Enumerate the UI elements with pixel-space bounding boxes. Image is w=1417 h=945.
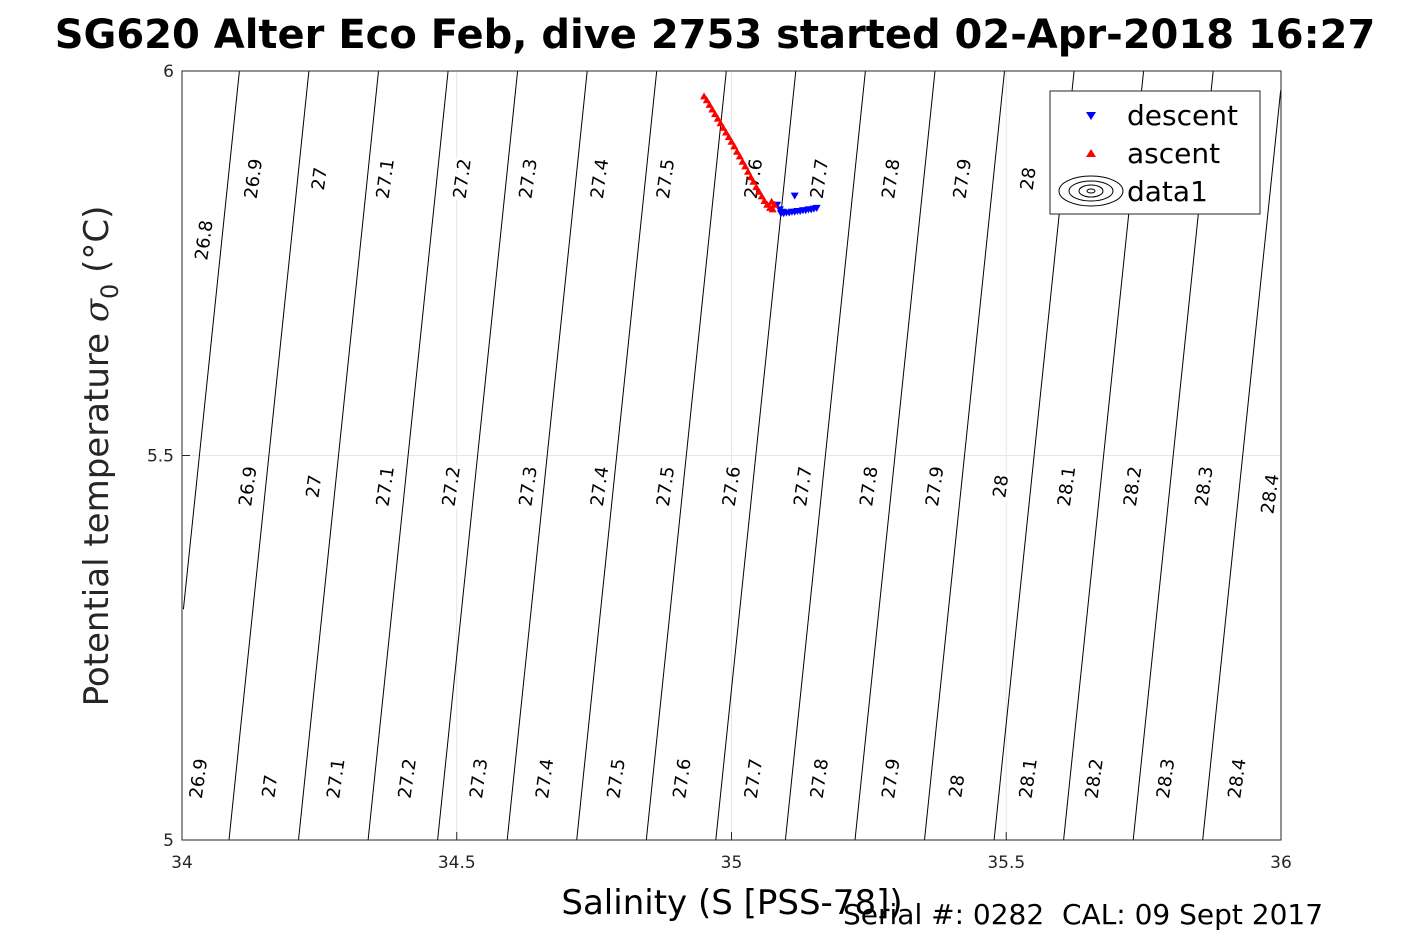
ascent-point [708,105,717,113]
isopycnal-27.6 [645,70,727,841]
x-axis-label: Salinity (S [PSS-78]) [561,883,902,923]
ascent-point [767,197,776,205]
isopycnal-27.5 [576,70,658,841]
ascent-point [719,123,728,131]
contour-label: 27 [308,166,332,192]
y-axis-label-unit: (°C) [77,206,117,284]
x-tick-label: 34 [171,853,193,873]
y-axis-label-subscript: 0 [96,284,124,299]
ascent-point [768,205,777,213]
contour-label: 27 [258,773,282,799]
ascent-point [732,147,741,155]
isopycnal-27.1 [298,70,379,841]
contour-label: 27 [302,474,326,500]
axis-ticks: 34 34.5 35 35.5 36 5 5.5 6 [147,62,1292,873]
y-axis-label: Potential temperature σ0 (°C) [77,206,124,707]
ascent-point [713,114,722,122]
ascent-point [702,96,711,104]
x-tick-label: 34.5 [438,853,476,873]
legend-ascent-label: ascent [1127,137,1220,170]
ascent-point [741,162,750,170]
ascent-point [735,152,744,160]
contour-label: 28 [989,474,1013,500]
legend: descent ascent data1 [1049,90,1261,215]
ascent-point [730,142,739,150]
legend-descent-marker [1086,112,1096,120]
isopycnal-28.0 [924,70,1005,841]
ascent-point [711,110,720,118]
y-axis-label-symbol: σ [77,298,117,322]
data-points [700,92,821,218]
legend-box [1049,90,1261,215]
footer-calibration: Serial #: 0282 CAL: 09 Sept 2017 [843,898,1324,931]
y-axis-label-main: Potential temperature [77,322,117,706]
ascent-point [752,183,761,191]
isopycnal-27.0 [228,70,310,841]
ascent-point [727,137,736,145]
isopycnal-28.4 [1202,90,1282,841]
isopycnal-27.9 [854,70,936,841]
ascent-point [743,167,752,175]
ascent-point [722,128,731,136]
y-tick-label: 5.5 [147,447,174,467]
ascent-point [724,133,733,141]
ascent-point [738,157,747,165]
isopycnal-27.7 [715,70,797,841]
ascent-point [757,192,766,200]
contour-label: 28 [945,773,969,799]
isopycnal-27.2 [367,70,449,841]
contour-label: 28 [1017,166,1041,192]
legend-contour-icon [1058,175,1124,207]
isopycnal-27.3 [437,70,519,841]
isopycnal-26.9 [182,70,240,610]
x-tick-label: 35.5 [987,853,1025,873]
legend-data1-label: data1 [1127,175,1208,208]
contour-label: 27.9 [922,465,948,508]
descent-point [778,208,787,216]
x-tick-label: 35 [721,853,743,873]
legend-ascent-marker [1086,149,1096,157]
ascent-point [716,119,725,127]
ascent-point [749,177,758,185]
descent-point [812,204,821,212]
legend-descent-label: descent [1127,99,1238,132]
chart-title: SG620 Alter Eco Feb, dive 2753 started 0… [55,12,1376,58]
x-tick-label: 36 [1270,853,1292,873]
y-tick-label: 5 [163,831,174,851]
isopycnal-27.8 [784,70,866,841]
y-tick-label: 6 [163,62,174,82]
descent-point [790,192,799,200]
isopycnal-27.4 [506,70,588,841]
ascent-point [754,187,763,195]
ascent-point [746,173,755,181]
ascent-point [705,100,714,108]
